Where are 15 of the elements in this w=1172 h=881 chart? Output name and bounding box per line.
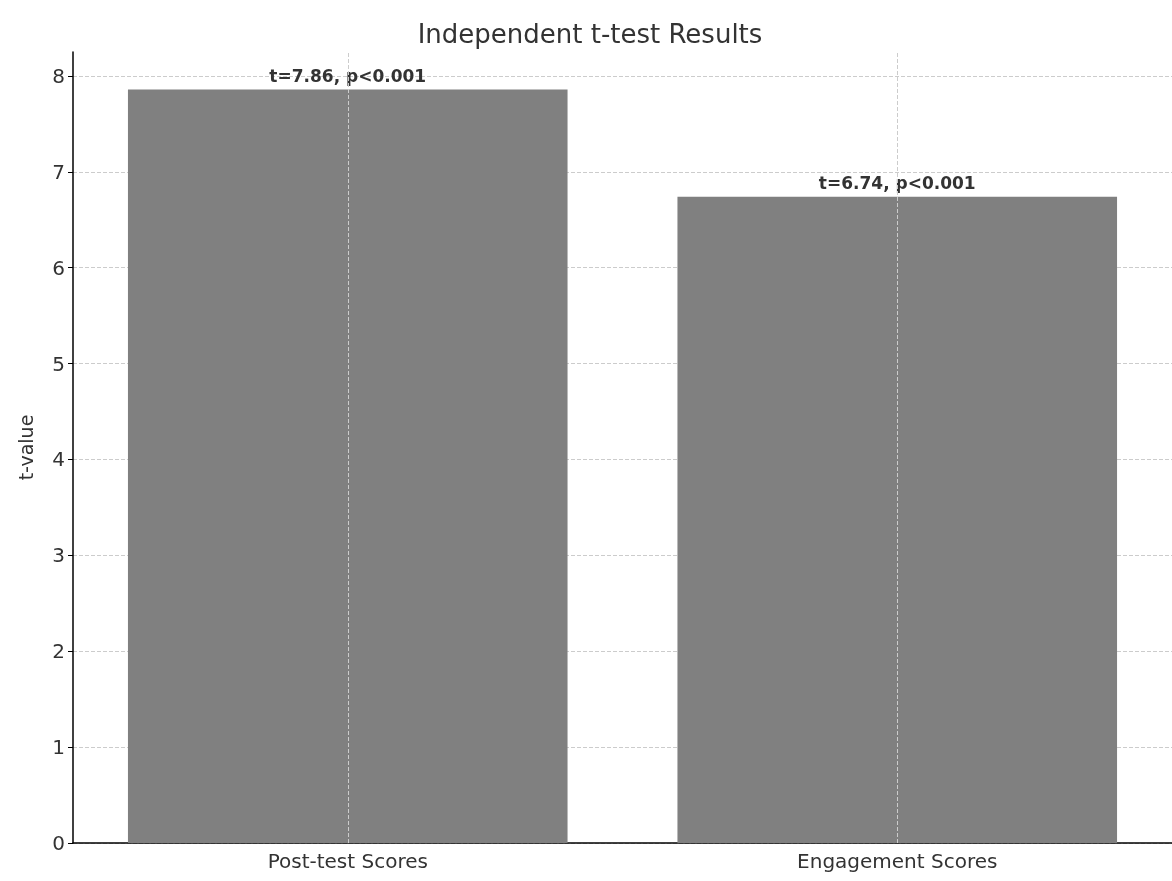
- y-tick-label: 6: [52, 255, 65, 280]
- y-tick-label: 7: [52, 159, 65, 184]
- y-tick-label: 8: [52, 63, 65, 88]
- y-tick-label: 4: [52, 447, 65, 472]
- y-tick-label: 1: [52, 735, 65, 760]
- x-tick-label: Engagement Scores: [797, 849, 998, 873]
- y-axis-title: t-value: [14, 414, 37, 481]
- data-label: t=6.74, p<0.001: [818, 173, 976, 194]
- y-tick-label: 2: [52, 639, 65, 664]
- data-label: t=7.86, p<0.001: [269, 65, 427, 86]
- chart-title: Independent t-test Results: [417, 19, 763, 49]
- x-tick-label: Post-test Scores: [267, 849, 428, 873]
- y-tick-label: 3: [52, 543, 65, 568]
- y-tick-label: 0: [52, 831, 65, 855]
- y-tick-label: 5: [52, 351, 65, 376]
